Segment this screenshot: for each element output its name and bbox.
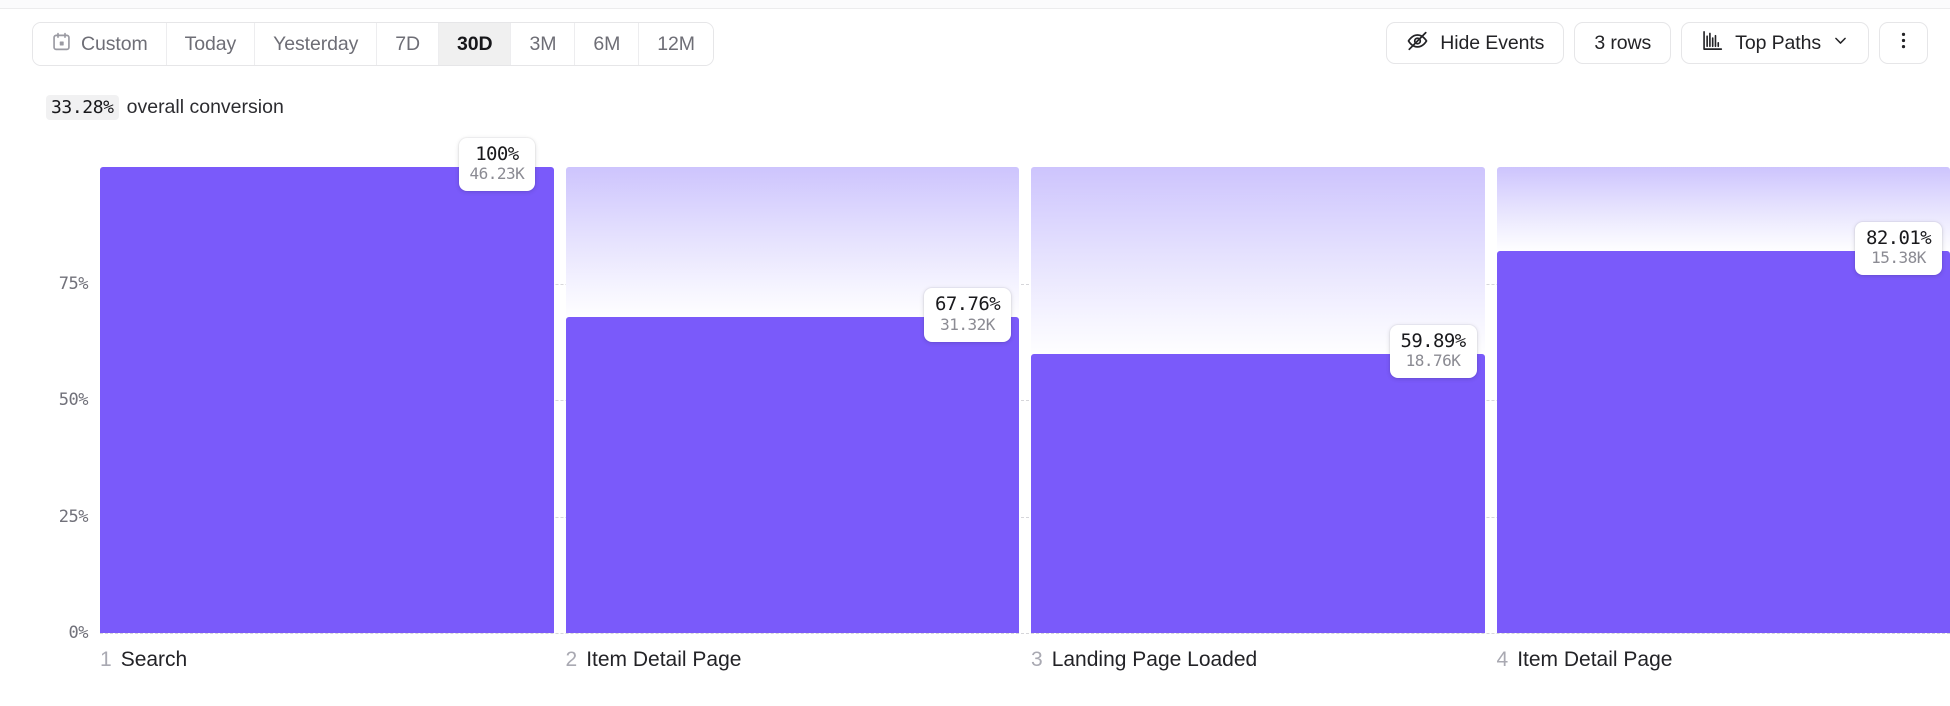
hide-events-button[interactable]: Hide Events (1386, 22, 1565, 64)
chevron-down-icon (1832, 32, 1849, 55)
toolbar: Custom Today Yesterday 7D 30D 3M 6M 12M (0, 10, 1950, 75)
rows-button[interactable]: 3 rows (1574, 22, 1672, 64)
funnel-bar-fill (1496, 250, 1950, 633)
gridline (100, 516, 1950, 518)
gridline (100, 283, 1950, 285)
eye-off-icon (1406, 29, 1429, 58)
funnel-chart: 0% 25% 50% 75% 100% 46.23K 67.76% 31.32K 59.89%… (0, 138, 1950, 706)
funnel-bar[interactable]: 59.89% 18.76K (1031, 167, 1485, 633)
y-axis-tick-label: 0% (68, 623, 89, 643)
funnel-step-label[interactable]: 2 Item Detail Page (566, 648, 742, 672)
funnel-bar-count: 31.32K (940, 314, 995, 334)
y-axis-tick-label: 50% (58, 390, 89, 410)
funnel-bar-fill (1031, 353, 1485, 633)
funnel-bar-tooltip: 59.89% 18.76K (1389, 324, 1477, 379)
date-range-option-label: Custom (81, 32, 148, 55)
funnel-step-label[interactable]: 4 Item Detail Page (1497, 648, 1673, 672)
funnel-bar-count: 15.38K (1871, 248, 1926, 268)
funnel-bar-tooltip: 82.01% 15.38K (1855, 221, 1943, 276)
funnel-step-name: Item Detail Page (1517, 648, 1673, 671)
overall-conversion-value: 33.28% (46, 95, 119, 120)
funnel-step-label[interactable]: 3 Landing Page Loaded (1031, 648, 1257, 672)
calendar-icon (51, 31, 72, 58)
funnel-bar-percentage: 82.01% (1866, 226, 1932, 249)
date-range-option-label: 6M (593, 32, 621, 55)
date-range-option-7d[interactable]: 7D (377, 23, 439, 65)
funnel-bar-ghost (1031, 167, 1485, 354)
funnel-bar-fill (565, 317, 1019, 633)
date-range-option-12m[interactable]: 12M (639, 23, 713, 65)
funnel-step-label[interactable]: 1 Search (100, 648, 187, 672)
funnel-bar-tooltip: 67.76% 31.32K (924, 288, 1012, 342)
date-range-option-label: Yesterday (273, 32, 359, 55)
funnel-step-name: Landing Page Loaded (1051, 648, 1258, 671)
date-range-option-label: 30D (456, 32, 493, 55)
funnel-plot-area: 0% 25% 50% 75% 100% 46.23K 67.76% 31.32K 59.89%… (59, 138, 1950, 643)
funnel-step-name: Search (120, 648, 188, 671)
date-range-option-6m[interactable]: 6M (575, 23, 640, 65)
more-vertical-icon (1893, 30, 1914, 57)
funnel-bar-percentage: 67.76% (935, 293, 1001, 316)
overall-conversion-summary: 33.28% overall conversion (46, 95, 284, 120)
funnel-step-number: 1 (100, 648, 112, 671)
funnel-step-number: 3 (1031, 648, 1043, 671)
funnel-bar-percentage: 59.89% (1400, 329, 1467, 352)
date-range-option-30d[interactable]: 30D (438, 23, 512, 65)
funnel-bar[interactable]: 82.01% 15.38K (1496, 167, 1950, 633)
bar-chart-icon (1701, 29, 1724, 58)
funnel-bar-fill (100, 167, 554, 633)
funnel-step-number: 4 (1496, 648, 1509, 671)
date-range-option-3m[interactable]: 3M (511, 23, 576, 65)
gridline (100, 633, 1950, 634)
funnel-bar-tooltip: 100% 46.23K (458, 138, 536, 192)
view-mode-label: Top Paths (1735, 31, 1821, 54)
date-range-option-label: Today (184, 32, 237, 55)
funnel-step-name: Item Detail Page (586, 648, 742, 671)
date-range-option-yesterday[interactable]: Yesterday (255, 23, 378, 65)
date-range-option-label: 12M (657, 32, 695, 55)
funnel-bar-percentage: 100% (475, 143, 519, 165)
date-range-option-label: 7D (395, 32, 420, 55)
y-axis-tick-label: 25% (58, 506, 89, 527)
more-options-button[interactable] (1879, 22, 1928, 64)
funnel-bar[interactable]: 100% 46.23K (100, 138, 554, 633)
funnel-step-number: 2 (565, 648, 578, 671)
date-range-option-today[interactable]: Today (166, 23, 256, 65)
y-axis-tick-label: 75% (58, 273, 89, 294)
view-mode-button[interactable]: Top Paths (1681, 22, 1869, 64)
funnel-bar[interactable]: 67.76% 31.32K (565, 167, 1019, 633)
overall-conversion-label: overall conversion (126, 96, 284, 118)
rows-label: 3 rows (1594, 31, 1652, 54)
window-top-strip (0, 0, 1950, 9)
toolbar-actions: Hide Events 3 rows Top Paths (1386, 22, 1928, 64)
hide-events-label: Hide Events (1440, 31, 1545, 54)
funnel-bar-count: 18.76K (1405, 351, 1461, 371)
date-range-option-custom[interactable]: Custom (33, 23, 167, 65)
gridline (100, 400, 1950, 401)
date-range-option-label: 3M (529, 32, 557, 55)
date-range-selector[interactable]: Custom Today Yesterday 7D 30D 3M 6M 12M (32, 22, 714, 66)
funnel-bar-count: 46.23K (469, 164, 525, 184)
